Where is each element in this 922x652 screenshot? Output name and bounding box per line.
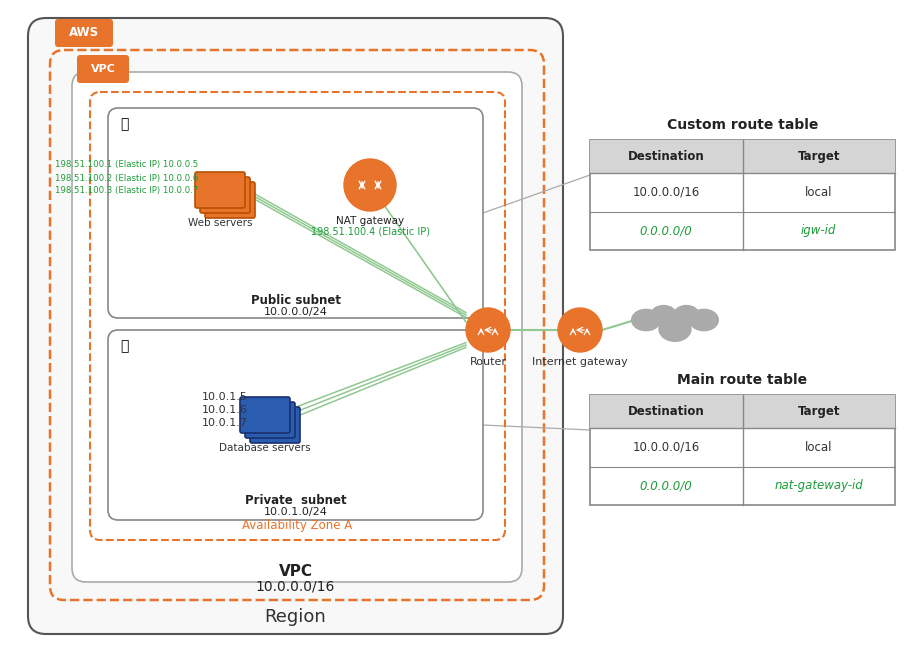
Text: Router: Router (469, 357, 506, 367)
Text: Main route table: Main route table (678, 373, 808, 387)
Text: 198.51.100.3 (Elastic IP) 10.0.0.7: 198.51.100.3 (Elastic IP) 10.0.0.7 (55, 186, 198, 196)
FancyBboxPatch shape (240, 397, 290, 433)
Text: Target: Target (798, 405, 840, 418)
Text: Destination: Destination (628, 405, 704, 418)
Text: VPC: VPC (90, 64, 115, 74)
Text: 10.0.1.6: 10.0.1.6 (202, 405, 248, 415)
Text: Database servers: Database servers (219, 443, 311, 453)
Text: Region: Region (265, 608, 326, 626)
Ellipse shape (659, 317, 691, 341)
Text: Public subnet: Public subnet (251, 293, 340, 306)
FancyBboxPatch shape (77, 55, 129, 83)
Text: 198.51.100.2 (Elastic IP) 10.0.0.6: 198.51.100.2 (Elastic IP) 10.0.0.6 (55, 173, 198, 183)
Text: 10.0.0.0/16: 10.0.0.0/16 (632, 186, 700, 199)
FancyBboxPatch shape (108, 330, 483, 520)
Bar (590, 140, 895, 173)
FancyBboxPatch shape (195, 172, 245, 208)
Text: Custom route table: Custom route table (667, 118, 818, 132)
Circle shape (466, 308, 510, 352)
Text: Internet gateway: Internet gateway (532, 357, 628, 367)
Text: 10.0.1.7: 10.0.1.7 (202, 418, 248, 428)
FancyBboxPatch shape (55, 19, 113, 47)
Text: 10.0.0.0/16: 10.0.0.0/16 (255, 579, 336, 593)
Text: Web servers: Web servers (188, 218, 253, 228)
Text: 🔒: 🔒 (120, 339, 128, 353)
FancyBboxPatch shape (205, 182, 255, 218)
Text: 10.0.0.0/16: 10.0.0.0/16 (632, 441, 700, 454)
Text: Private  subnet: Private subnet (244, 494, 347, 507)
Text: VPC: VPC (278, 565, 313, 580)
Text: 0.0.0.0/0: 0.0.0.0/0 (640, 224, 692, 237)
FancyBboxPatch shape (108, 108, 483, 318)
Text: Target: Target (798, 150, 840, 163)
Bar (590, 395, 895, 428)
Text: 🔒: 🔒 (120, 117, 128, 131)
Text: AWS: AWS (69, 27, 99, 40)
Ellipse shape (652, 306, 676, 322)
Circle shape (558, 308, 602, 352)
FancyBboxPatch shape (28, 18, 563, 634)
Text: 198.51.100.4 (Elastic IP): 198.51.100.4 (Elastic IP) (311, 227, 430, 237)
Text: local: local (805, 441, 833, 454)
Text: nat-gateway-id: nat-gateway-id (774, 479, 863, 492)
Text: NAT gateway: NAT gateway (336, 216, 404, 226)
FancyBboxPatch shape (72, 72, 522, 582)
Ellipse shape (632, 309, 660, 331)
Text: Availability Zone A: Availability Zone A (242, 519, 352, 532)
FancyBboxPatch shape (250, 407, 300, 443)
Ellipse shape (674, 306, 699, 322)
Text: 0.0.0.0/0: 0.0.0.0/0 (640, 479, 692, 492)
Text: 10.0.0.0/24: 10.0.0.0/24 (264, 307, 327, 317)
Text: 198.51.100.1 (Elastic IP) 10.0.0.5: 198.51.100.1 (Elastic IP) 10.0.0.5 (55, 160, 198, 170)
Text: local: local (805, 186, 833, 199)
Bar (590, 140, 895, 250)
Circle shape (344, 159, 396, 211)
FancyBboxPatch shape (200, 177, 250, 213)
Text: Destination: Destination (628, 150, 704, 163)
Ellipse shape (690, 309, 718, 331)
Bar (590, 395, 895, 505)
Text: 10.0.1.5: 10.0.1.5 (202, 392, 248, 402)
Text: igw-id: igw-id (801, 224, 836, 237)
Text: 10.0.1.0/24: 10.0.1.0/24 (264, 507, 327, 517)
FancyBboxPatch shape (245, 402, 295, 438)
